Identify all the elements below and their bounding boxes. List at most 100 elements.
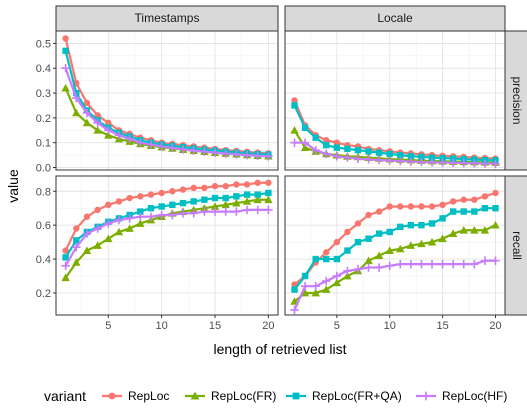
- data-point: [189, 146, 198, 155]
- data-point: [136, 219, 145, 227]
- series-reploc-hf: [290, 138, 500, 168]
- data-point: [438, 259, 447, 269]
- legend-item-reploc-fr: RepLoc(FR): [185, 389, 276, 403]
- data-point: [459, 226, 468, 234]
- y-tick-label: 0.4: [36, 63, 51, 75]
- data-point: [93, 224, 102, 233]
- data-point: [62, 247, 69, 254]
- data-point: [62, 47, 69, 55]
- data-point: [147, 191, 155, 198]
- series-reploc-hf: [290, 256, 500, 315]
- data-point: [491, 159, 500, 168]
- legend-key: [292, 392, 300, 400]
- data-point: [83, 213, 91, 220]
- data-point: [354, 238, 362, 246]
- legend-label: RepLoc(HF): [442, 389, 507, 403]
- data-point: [291, 102, 298, 109]
- data-point: [374, 263, 384, 272]
- data-point: [385, 261, 394, 271]
- data-point: [322, 285, 331, 293]
- data-point: [322, 276, 331, 286]
- data-point: [254, 191, 261, 198]
- data-point: [242, 205, 252, 215]
- legend-label: RepLoc(FR): [211, 389, 276, 403]
- data-point: [189, 209, 198, 218]
- y-tick-label: 0.2: [36, 113, 51, 125]
- data-point: [344, 145, 351, 153]
- data-point: [428, 154, 436, 161]
- series-reploc: [291, 189, 499, 288]
- data-point: [406, 241, 416, 249]
- data-point: [169, 188, 176, 195]
- data-point: [448, 229, 458, 237]
- data-point: [417, 157, 426, 167]
- data-point: [201, 184, 208, 192]
- legend: variant RepLoc RepLoc(FR) RepLoc(FR+QA) RepL…: [44, 388, 507, 404]
- chart-panels: 0.0 0.1 0.2 0.3 0.4 0.5 0.2 0.4 0.6 0.8 5 10 15 20 5 10…: [36, 30, 506, 332]
- strip-locale: Locale: [284, 5, 506, 32]
- data-point: [125, 214, 134, 223]
- data-point: [146, 140, 156, 149]
- data-point: [396, 156, 405, 166]
- x-tick-label: 10: [156, 320, 168, 332]
- panel-border: [55, 175, 279, 316]
- series-reploc-fr-qa: [291, 205, 499, 293]
- strip-recall: recall: [504, 175, 527, 316]
- data-point: [333, 255, 341, 263]
- data-point: [323, 249, 330, 256]
- data-point: [397, 223, 404, 231]
- data-point: [480, 256, 490, 265]
- legend-key: [108, 392, 116, 400]
- data-point: [200, 207, 209, 216]
- panel-background: [56, 31, 278, 170]
- data-point: [178, 145, 188, 154]
- data-point: [242, 150, 252, 160]
- data-point: [210, 148, 220, 157]
- data-point: [417, 239, 426, 248]
- data-point: [233, 181, 240, 188]
- data-point: [385, 156, 394, 165]
- data-point: [311, 145, 320, 155]
- data-point: [407, 203, 415, 210]
- strip-precision: precision: [504, 30, 527, 171]
- data-point: [428, 220, 436, 227]
- x-tick-label: 5: [105, 320, 111, 332]
- data-point: [364, 263, 373, 272]
- data-point: [73, 89, 80, 97]
- data-point: [353, 265, 363, 274]
- data-point: [158, 189, 165, 197]
- data-point: [93, 118, 102, 128]
- data-point: [460, 208, 467, 215]
- data-point: [374, 251, 384, 260]
- data-point: [492, 189, 499, 197]
- data-point: [94, 206, 101, 214]
- data-point: [72, 242, 81, 252]
- data-point: [418, 153, 425, 161]
- data-point: [459, 259, 468, 269]
- gridlines: [56, 31, 278, 170]
- data-point: [210, 207, 220, 216]
- strip-timestamps: Timestamps: [55, 5, 279, 32]
- data-point: [61, 83, 70, 92]
- series-reploc-fr: [290, 220, 500, 305]
- panel-timestamps-recall: 0.2 0.4 0.6 0.8 5 10 15 20: [36, 175, 279, 332]
- data-point: [364, 256, 373, 265]
- data-point: [168, 143, 177, 153]
- y-tick-label: 0.5: [36, 38, 51, 50]
- data-point: [312, 255, 319, 263]
- data-point: [72, 258, 81, 266]
- data-point: [62, 254, 69, 261]
- y-tick-label: 0.2: [36, 288, 51, 300]
- data-point: [291, 97, 298, 104]
- data-point: [104, 126, 113, 135]
- data-point: [333, 144, 341, 151]
- data-point: [253, 195, 262, 204]
- data-point: [396, 244, 405, 253]
- y-tick-label: 0.8: [36, 186, 51, 198]
- data-point: [322, 149, 331, 159]
- data-point: [62, 35, 69, 42]
- data-point: [300, 281, 310, 291]
- data-point: [323, 255, 330, 263]
- legend-title: variant: [44, 388, 86, 404]
